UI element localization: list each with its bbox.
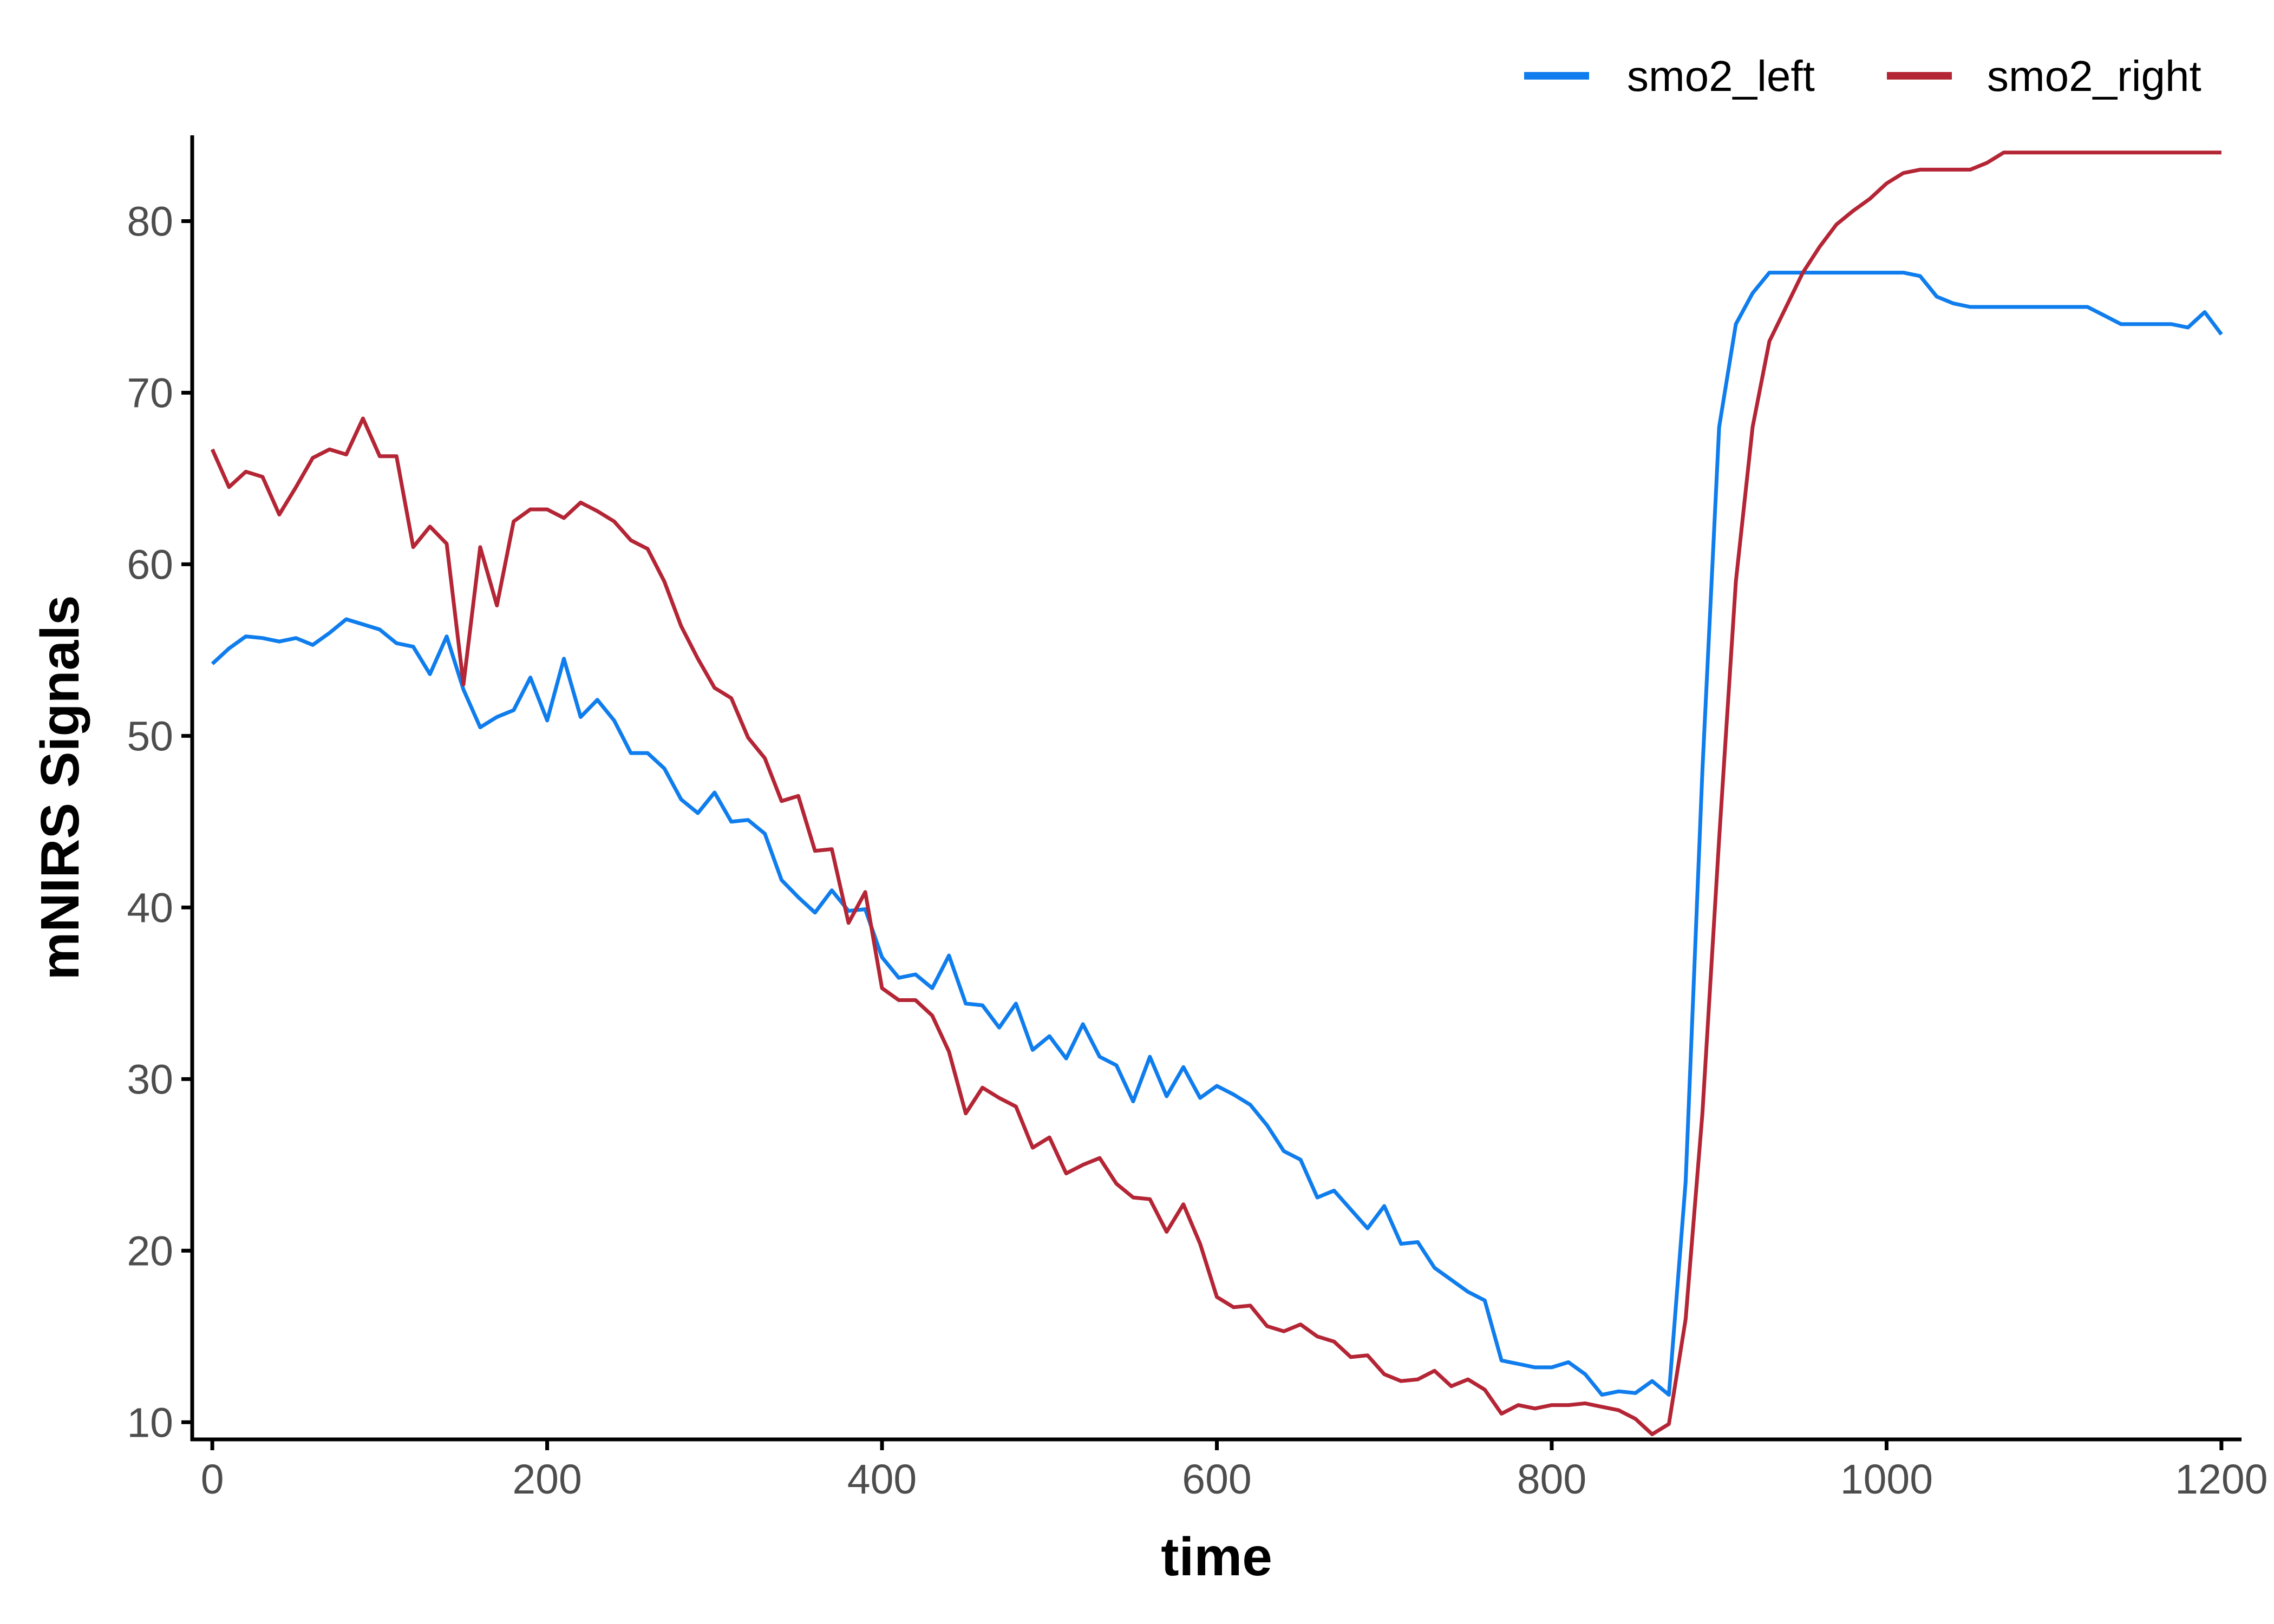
x-tick-label: 800 bbox=[1517, 1456, 1586, 1503]
y-axis-title: mNIRS Signals bbox=[30, 595, 90, 980]
legend-label-smo2-left: smo2_left bbox=[1627, 52, 1815, 100]
x-tick-label: 1200 bbox=[2175, 1456, 2268, 1503]
legend-label-smo2-right: smo2_right bbox=[1987, 52, 2201, 100]
y-tick-label: 30 bbox=[127, 1056, 173, 1103]
y-tick-label: 40 bbox=[127, 885, 173, 931]
x-tick-label: 1000 bbox=[1840, 1456, 1933, 1503]
series-line-smo2-left bbox=[211, 271, 2223, 1397]
y-tick-label: 20 bbox=[127, 1228, 173, 1274]
legend: smo2_left smo2_right bbox=[1524, 52, 2201, 100]
x-axis-title: time bbox=[1161, 1527, 1272, 1587]
x-axis-ticks: 0 200 400 600 800 1000 1200 bbox=[201, 1439, 2268, 1503]
x-tick-label: 0 bbox=[201, 1456, 224, 1503]
plot-area: 10 20 30 40 50 60 70 80 0 200 400 600 800 1000 1200 bbox=[127, 135, 2268, 1503]
y-tick-label: 50 bbox=[127, 713, 173, 759]
x-tick-label: 200 bbox=[512, 1456, 581, 1503]
y-tick-label: 80 bbox=[127, 198, 173, 245]
y-tick-label: 60 bbox=[127, 541, 173, 588]
series-group bbox=[210, 150, 2223, 1436]
y-tick-label: 10 bbox=[127, 1399, 173, 1446]
y-tick-label: 70 bbox=[127, 370, 173, 416]
x-tick-label: 400 bbox=[847, 1456, 917, 1503]
y-axis-ticks: 10 20 30 40 50 60 70 80 bbox=[127, 198, 192, 1446]
x-tick-label: 600 bbox=[1182, 1456, 1251, 1503]
series-line-smo2-right bbox=[210, 150, 2221, 1436]
